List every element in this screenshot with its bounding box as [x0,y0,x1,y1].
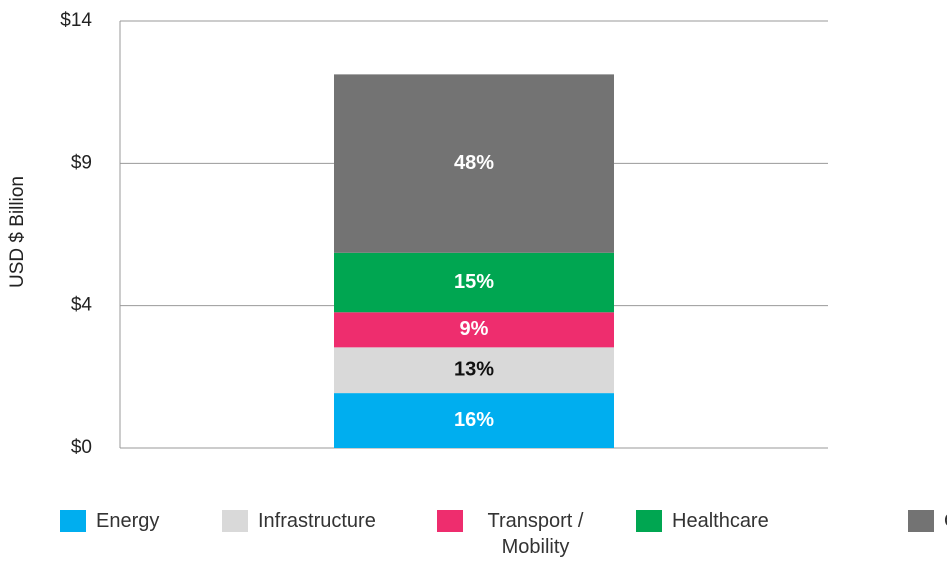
legend-label: Infrastructure [258,510,376,532]
y-tick-label: $4 [71,295,93,316]
legend-swatch [636,510,662,532]
y-tick-label: $0 [71,437,92,458]
legend-swatch [222,510,248,532]
y-tick-label: $9 [71,152,92,173]
data-label: 13% [454,359,494,381]
y-tick-label: $14 [60,10,92,31]
legend-label: Other [944,508,947,534]
data-label: 15% [454,271,494,293]
legend-label: Transport / Mobility [487,510,584,558]
legend-label: Energy [96,510,160,532]
bar-segment [334,393,614,448]
bar-segment [334,312,614,348]
legend-swatch [437,510,463,532]
bar-segment [334,74,614,253]
chart: USD $ Billion $0 $4 $9 $14 16% 13% 9% 15% 48% [7,10,828,458]
legend-item: Transport / Mobility [437,508,598,560]
y-axis-label: USD $ Billion [7,176,28,288]
data-label: 16% [454,409,494,431]
data-label: 48% [454,152,494,174]
legend-label: Healthcare [672,510,769,532]
legend-item: Other [908,508,947,534]
legend-swatch [60,510,86,532]
legend-item: Infrastructure [222,508,376,534]
bar-segment [334,252,614,313]
data-label: 9% [460,318,489,340]
legend-item: Healthcare [636,508,769,534]
bar-segment [334,347,614,394]
legend-item: Energy [60,508,159,534]
legend-swatch [908,510,934,532]
